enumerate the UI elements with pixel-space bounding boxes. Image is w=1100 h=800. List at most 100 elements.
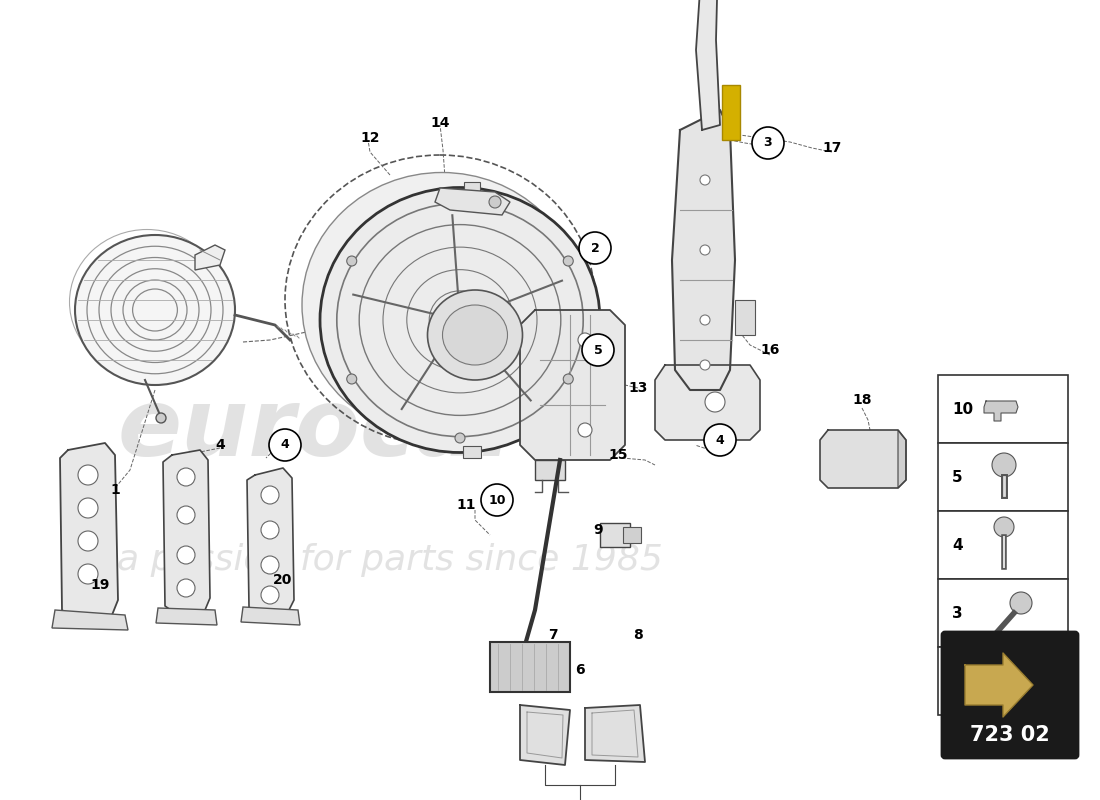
- Text: 10: 10: [952, 402, 974, 417]
- Polygon shape: [820, 430, 906, 488]
- Polygon shape: [195, 245, 226, 270]
- Polygon shape: [520, 310, 625, 460]
- Text: 14: 14: [430, 116, 450, 130]
- Text: 8: 8: [634, 628, 642, 642]
- Polygon shape: [696, 0, 720, 130]
- Polygon shape: [60, 443, 118, 618]
- Polygon shape: [654, 365, 760, 440]
- Bar: [490, 642, 570, 692]
- Polygon shape: [984, 401, 1018, 421]
- Text: 20: 20: [273, 573, 293, 587]
- Circle shape: [270, 429, 301, 461]
- Ellipse shape: [442, 305, 507, 365]
- Bar: [938, 647, 1068, 715]
- Text: 15: 15: [608, 448, 628, 462]
- Polygon shape: [241, 607, 300, 625]
- Ellipse shape: [75, 235, 235, 385]
- Text: 2: 2: [591, 242, 600, 254]
- Circle shape: [261, 521, 279, 539]
- Circle shape: [563, 256, 573, 266]
- Circle shape: [261, 556, 279, 574]
- Circle shape: [261, 586, 279, 604]
- Polygon shape: [585, 705, 645, 762]
- Polygon shape: [672, 110, 735, 390]
- Polygon shape: [965, 653, 1033, 717]
- Polygon shape: [520, 705, 570, 765]
- Text: 4: 4: [716, 434, 725, 446]
- Circle shape: [78, 531, 98, 551]
- FancyBboxPatch shape: [942, 632, 1078, 758]
- Bar: [464, 182, 481, 194]
- Circle shape: [177, 579, 195, 597]
- Circle shape: [177, 468, 195, 486]
- Text: 10: 10: [488, 494, 506, 506]
- Polygon shape: [156, 608, 217, 625]
- Circle shape: [563, 374, 573, 384]
- Circle shape: [490, 196, 500, 208]
- Circle shape: [579, 232, 610, 264]
- Circle shape: [346, 256, 356, 266]
- Circle shape: [994, 517, 1014, 537]
- Circle shape: [455, 197, 465, 207]
- Ellipse shape: [302, 173, 582, 438]
- Ellipse shape: [320, 187, 600, 453]
- Circle shape: [700, 360, 710, 370]
- Polygon shape: [163, 450, 210, 613]
- Text: 3: 3: [952, 606, 962, 621]
- Text: 18: 18: [852, 393, 871, 407]
- Text: 3: 3: [763, 137, 772, 150]
- Polygon shape: [434, 188, 510, 215]
- Bar: [938, 375, 1068, 443]
- Circle shape: [1010, 592, 1032, 614]
- Circle shape: [700, 175, 710, 185]
- Circle shape: [578, 423, 592, 437]
- Polygon shape: [52, 610, 128, 630]
- Circle shape: [992, 453, 1016, 477]
- Circle shape: [261, 486, 279, 504]
- Text: 5: 5: [594, 343, 603, 357]
- Circle shape: [704, 424, 736, 456]
- Bar: [938, 579, 1068, 647]
- Bar: [535, 460, 565, 480]
- Text: a passion for parts since 1985: a passion for parts since 1985: [117, 543, 663, 577]
- Circle shape: [346, 374, 356, 384]
- Text: 4: 4: [216, 438, 224, 452]
- Circle shape: [455, 433, 465, 443]
- Polygon shape: [248, 468, 294, 615]
- Text: 5: 5: [952, 470, 962, 485]
- Circle shape: [705, 392, 725, 412]
- Bar: [722, 85, 740, 140]
- Circle shape: [582, 334, 614, 366]
- Text: 9: 9: [593, 523, 603, 537]
- Bar: [938, 443, 1068, 511]
- Text: eurocars: eurocars: [118, 384, 583, 476]
- Circle shape: [481, 484, 513, 516]
- Text: 2: 2: [952, 674, 962, 689]
- Polygon shape: [898, 430, 906, 488]
- Bar: [938, 511, 1068, 579]
- Text: 723 02: 723 02: [970, 725, 1049, 745]
- Bar: [623, 527, 641, 543]
- Text: 16: 16: [760, 343, 780, 357]
- Circle shape: [78, 498, 98, 518]
- Text: 1: 1: [110, 483, 120, 497]
- Circle shape: [177, 506, 195, 524]
- Bar: [600, 523, 630, 547]
- Circle shape: [700, 245, 710, 255]
- Text: 4: 4: [952, 538, 962, 553]
- Ellipse shape: [428, 290, 522, 380]
- Circle shape: [993, 656, 1015, 678]
- Text: 4: 4: [280, 438, 289, 451]
- Bar: [463, 446, 481, 458]
- Text: 6: 6: [575, 663, 585, 677]
- Bar: [735, 300, 755, 335]
- Text: 12: 12: [361, 131, 379, 145]
- Circle shape: [78, 465, 98, 485]
- Text: 7: 7: [548, 628, 558, 642]
- Circle shape: [700, 315, 710, 325]
- Circle shape: [156, 413, 166, 423]
- Circle shape: [177, 546, 195, 564]
- Circle shape: [78, 564, 98, 584]
- Text: 13: 13: [628, 381, 648, 395]
- Text: 19: 19: [90, 578, 110, 592]
